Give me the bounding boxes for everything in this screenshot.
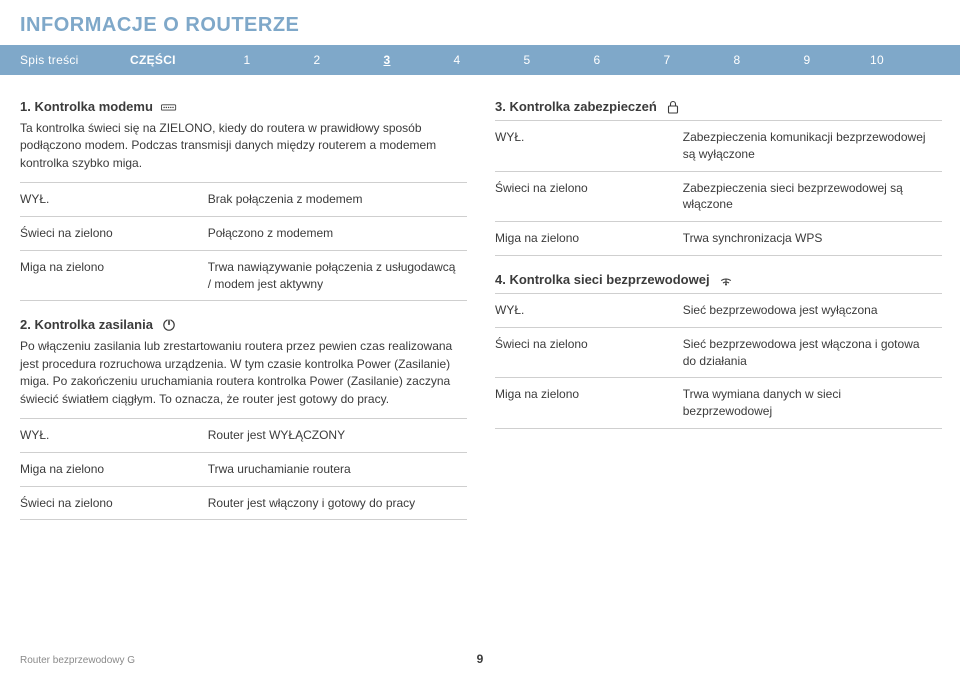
- nav-section-1[interactable]: 1: [212, 53, 282, 67]
- modem-icon: [161, 100, 177, 114]
- nav-section-9[interactable]: 9: [772, 53, 842, 67]
- page-number: 9: [477, 652, 484, 666]
- table-row: Miga na zielonoTrwa nawiązywanie połącze…: [20, 250, 467, 301]
- section-2-heading: 2. Kontrolka zasilania: [20, 317, 467, 332]
- section-4-title: 4. Kontrolka sieci bezprzewodowej: [495, 272, 710, 287]
- table-cell: WYŁ.: [495, 121, 683, 172]
- nav-section-4[interactable]: 4: [422, 53, 492, 67]
- table-cell: Sieć bezprzewodowa jest wyłączona: [683, 293, 942, 327]
- section-2-title: 2. Kontrolka zasilania: [20, 317, 153, 332]
- section-2-table: WYŁ.Router jest WYŁĄCZONYMiga na zielono…: [20, 418, 467, 520]
- section-1-heading: 1. Kontrolka modemu: [20, 99, 467, 114]
- section-3-heading: 3. Kontrolka zabezpieczeń: [495, 99, 942, 114]
- table-cell: Miga na zielono: [20, 250, 208, 301]
- nav-section-8[interactable]: 8: [702, 53, 772, 67]
- table-cell: WYŁ.: [20, 418, 208, 452]
- section-2-body: Po włączeniu zasilania lub zrestartowani…: [20, 338, 467, 408]
- page-title: INFORMACJE O ROUTERZE: [0, 0, 960, 45]
- table-cell: Router jest włączony i gotowy do pracy: [208, 486, 467, 520]
- table-row: WYŁ.Zabezpieczenia komunikacji bezprzewo…: [495, 121, 942, 172]
- power-icon: [161, 318, 177, 332]
- table-cell: Połączono z modemem: [208, 216, 467, 250]
- table-cell: Miga na zielono: [20, 452, 208, 486]
- table-row: WYŁ.Sieć bezprzewodowa jest wyłączona: [495, 293, 942, 327]
- table-row: Świeci na zielonoSieć bezprzewodowa jest…: [495, 327, 942, 378]
- table-cell: Świeci na zielono: [495, 327, 683, 378]
- nav-section-7[interactable]: 7: [632, 53, 702, 67]
- table-row: Świeci na zielonoRouter jest włączony i …: [20, 486, 467, 520]
- nav-parts-label: CZĘŚCI: [112, 53, 212, 67]
- table-cell: Miga na zielono: [495, 222, 683, 256]
- section-4-heading: 4. Kontrolka sieci bezprzewodowej: [495, 272, 942, 287]
- section-3-title: 3. Kontrolka zabezpieczeń: [495, 99, 657, 114]
- lock-icon: [665, 100, 681, 114]
- table-cell: Świeci na zielono: [495, 171, 683, 222]
- nav-section-6[interactable]: 6: [562, 53, 632, 67]
- section-1-table: WYŁ.Brak połączenia z modememŚwieci na z…: [20, 182, 467, 301]
- wireless-icon: [718, 272, 734, 286]
- nav-section-10[interactable]: 10: [842, 53, 912, 67]
- footer-text: Router bezprzewodowy G: [20, 655, 135, 666]
- nav-section-3[interactable]: 3: [352, 53, 422, 67]
- table-row: Świeci na zielonoZabezpieczenia sieci be…: [495, 171, 942, 222]
- table-row: WYŁ.Router jest WYŁĄCZONY: [20, 418, 467, 452]
- table-cell: Świeci na zielono: [20, 486, 208, 520]
- table-cell: WYŁ.: [20, 183, 208, 217]
- table-cell: Świeci na zielono: [20, 216, 208, 250]
- section-4-table: WYŁ.Sieć bezprzewodowa jest wyłączonaŚwi…: [495, 293, 942, 429]
- table-row: Świeci na zielonoPołączono z modemem: [20, 216, 467, 250]
- table-row: WYŁ.Brak połączenia z modemem: [20, 183, 467, 217]
- table-row: Miga na zielonoTrwa wymiana danych w sie…: [495, 378, 942, 429]
- table-cell: Trwa uruchamianie routera: [208, 452, 467, 486]
- section-1-title: 1. Kontrolka modemu: [20, 99, 153, 114]
- table-cell: Brak połączenia z modemem: [208, 183, 467, 217]
- table-cell: Sieć bezprzewodowa jest włączona i gotow…: [683, 327, 942, 378]
- nav-section-2[interactable]: 2: [282, 53, 352, 67]
- section-1-body: Ta kontrolka świeci się na ZIELONO, kied…: [20, 120, 467, 172]
- right-column: 3. Kontrolka zabezpieczeń WYŁ.Zabezpiecz…: [495, 99, 942, 536]
- table-cell: Trwa synchronizacja WPS: [683, 222, 942, 256]
- nav-section-5[interactable]: 5: [492, 53, 562, 67]
- section-3-table: WYŁ.Zabezpieczenia komunikacji bezprzewo…: [495, 120, 942, 256]
- table-row: Miga na zielonoTrwa uruchamianie routera: [20, 452, 467, 486]
- table-cell: Router jest WYŁĄCZONY: [208, 418, 467, 452]
- table-cell: WYŁ.: [495, 293, 683, 327]
- table-cell: Zabezpieczenia sieci bezprzewodowej są w…: [683, 171, 942, 222]
- table-cell: Trwa nawiązywanie połączenia z usługodaw…: [208, 250, 467, 301]
- table-cell: Miga na zielono: [495, 378, 683, 429]
- nav-bar: Spis treści CZĘŚCI 12345678910: [0, 45, 960, 75]
- table-cell: Trwa wymiana danych w sieci bezprzewodow…: [683, 378, 942, 429]
- nav-toc-link[interactable]: Spis treści: [2, 53, 112, 67]
- left-column: 1. Kontrolka modemu Ta kontrolka świeci …: [20, 99, 467, 536]
- table-cell: Zabezpieczenia komunikacji bezprzewodowe…: [683, 121, 942, 172]
- table-row: Miga na zielonoTrwa synchronizacja WPS: [495, 222, 942, 256]
